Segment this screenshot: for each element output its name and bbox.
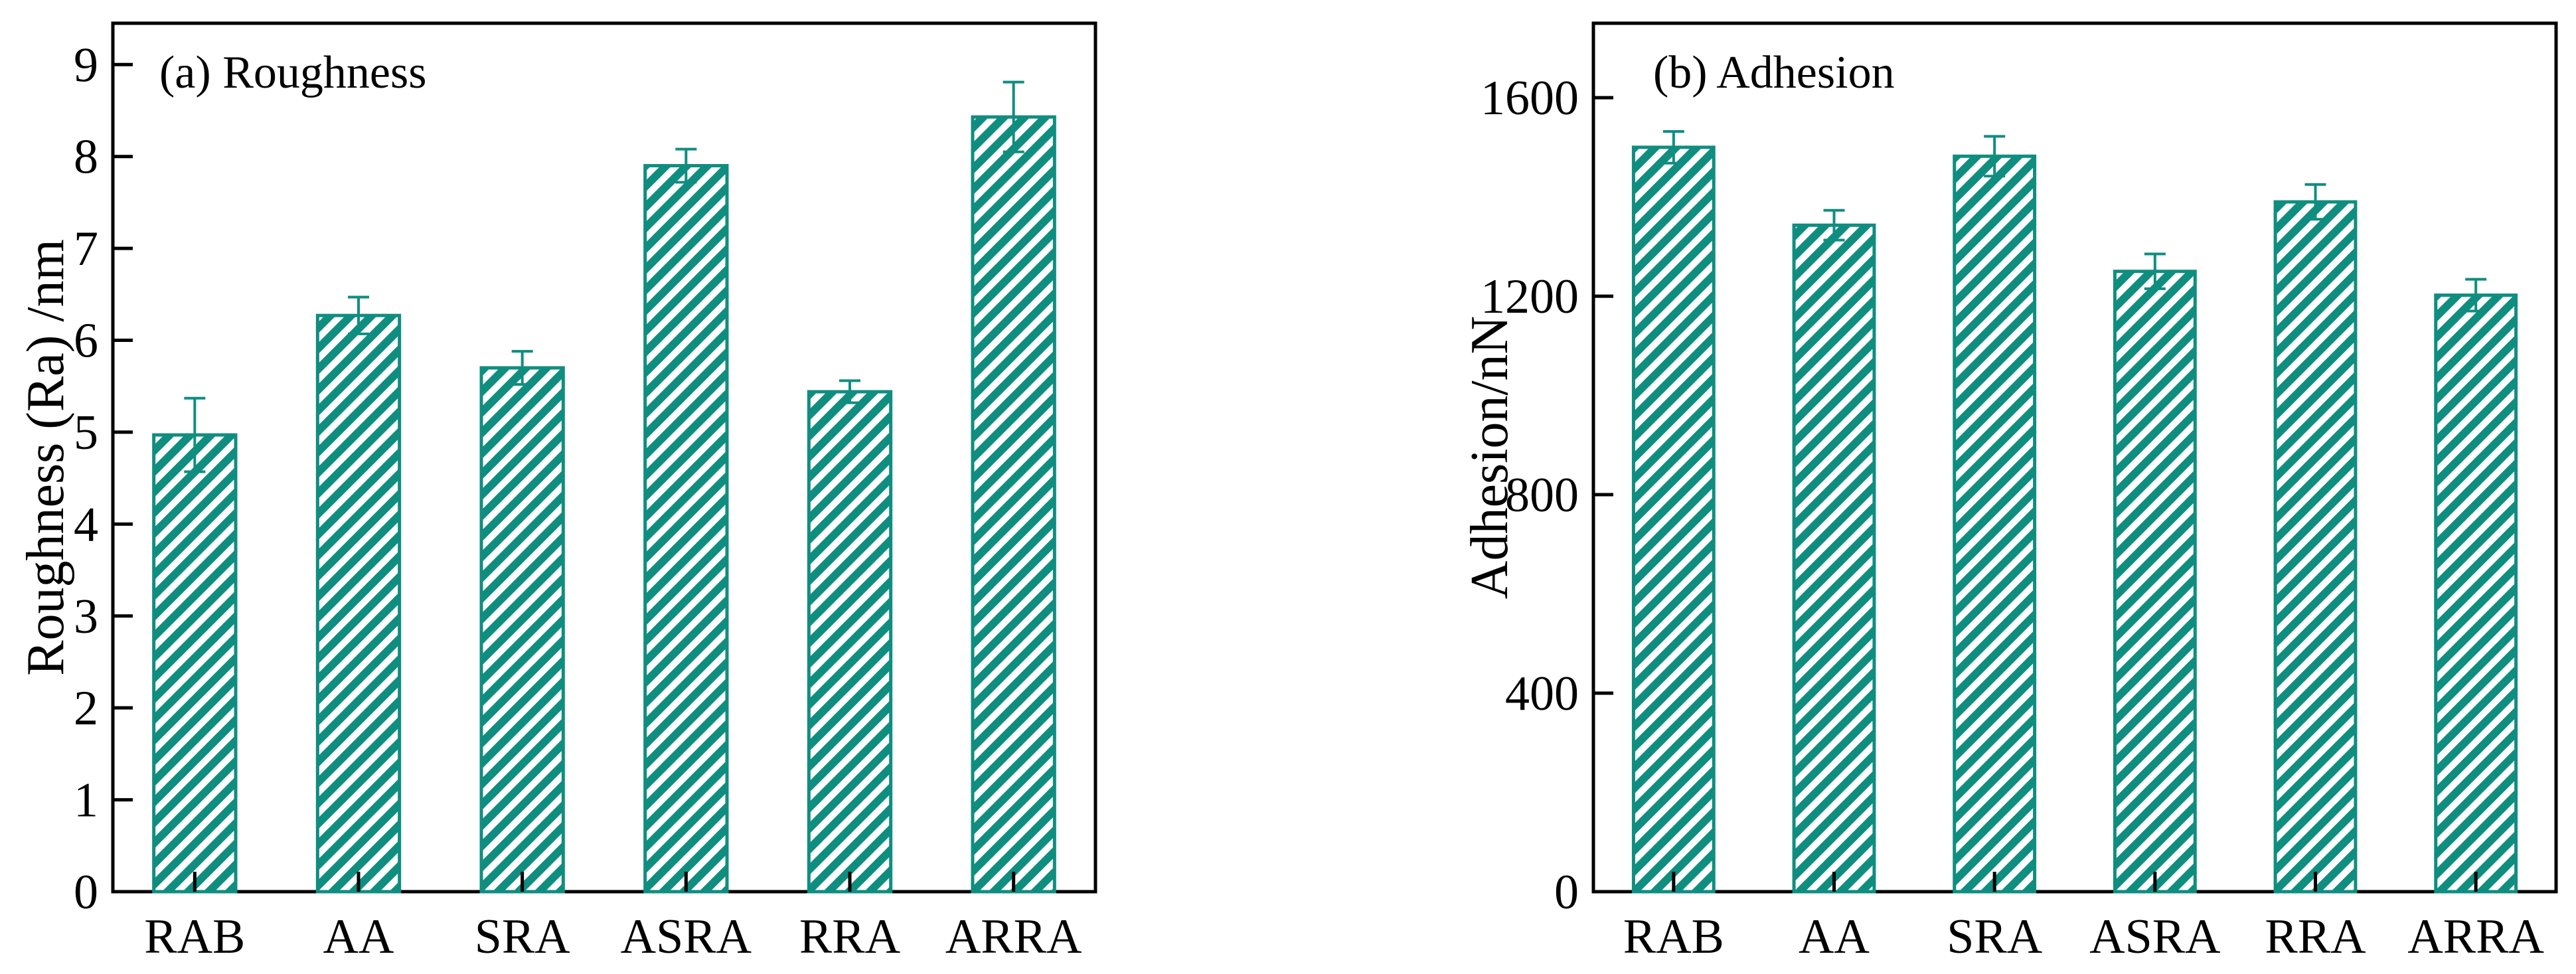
adhesion-y-tick-label: 400	[1505, 667, 1579, 721]
adhesion-y-tick-label: 0	[1554, 865, 1579, 920]
roughness-x-label-rra: RRA	[799, 910, 900, 964]
roughness-y-tick-label: 1	[74, 773, 98, 828]
adhesion-y-tick-label: 1600	[1481, 71, 1579, 125]
adhesion-x-label-arra: ARRA	[2407, 910, 2544, 964]
roughness-error-bar-aa	[348, 295, 369, 335]
adhesion-bar-aa	[1792, 223, 1876, 894]
adhesion-error-bar-rra	[2304, 183, 2326, 221]
adhesion-error-bar-rab	[1662, 129, 1684, 165]
roughness-y-tick-label: 2	[74, 681, 98, 736]
roughness-x-label-aa: AA	[323, 910, 394, 964]
roughness-error-bar-rab	[184, 396, 206, 473]
roughness-panel-title: (a) Roughness	[159, 47, 426, 98]
adhesion-panel-title: (b) Adhesion	[1653, 47, 1895, 98]
adhesion-bar-rra	[2273, 200, 2358, 894]
roughness-bar-asra	[643, 164, 729, 894]
roughness-y-tick-label: 7	[74, 222, 98, 276]
adhesion-panel: (b) Adhesion Adhesion/nN 0 400 800 1200 1600…	[1461, 21, 2558, 964]
roughness-bar-aa	[315, 313, 402, 894]
roughness-bar-sra	[479, 366, 565, 894]
roughness-y-axis-title: Roughness (Ra) /nm	[17, 239, 75, 676]
adhesion-bar-asra	[2113, 270, 2197, 894]
adhesion-x-label-rab: RAB	[1623, 910, 1724, 964]
roughness-error-bar-asra	[675, 147, 697, 184]
adhesion-bars	[1631, 129, 2518, 894]
adhesion-bar-arra	[2434, 293, 2518, 894]
adhesion-plot-frame	[1591, 21, 2558, 894]
adhesion-y-ticks: 0 400 800 1200 1600	[1481, 71, 1613, 920]
roughness-y-tick-label: 9	[74, 38, 98, 92]
adhesion-x-label-asra: ASRA	[2089, 910, 2220, 964]
adhesion-error-bar-sra	[1984, 135, 2006, 178]
roughness-y-tick-label: 3	[74, 590, 98, 644]
adhesion-y-tick-label: 800	[1505, 468, 1579, 523]
adhesion-error-bar-aa	[1823, 208, 1845, 242]
roughness-error-bar-rra	[839, 379, 860, 404]
adhesion-x-labels: RAB AA SRA ASRA RRA ARRA	[1623, 872, 2544, 964]
roughness-bar-arra	[971, 115, 1056, 894]
adhesion-y-axis-title: Adhesion/nN	[1461, 316, 1519, 600]
roughness-plot-frame	[111, 21, 1097, 894]
roughness-y-tick-label: 0	[74, 865, 98, 920]
adhesion-x-label-sra: SRA	[1947, 910, 2042, 964]
roughness-y-tick-label: 4	[74, 497, 98, 552]
roughness-bar-rab	[152, 433, 238, 894]
roughness-y-tick-label: 8	[74, 130, 98, 185]
adhesion-bar-rab	[1631, 145, 1716, 894]
adhesion-error-bar-asra	[2144, 252, 2166, 290]
adhesion-bar-sra	[1953, 154, 2037, 894]
roughness-x-label-rab: RAB	[144, 910, 245, 964]
roughness-panel: (a) Roughness Roughness (Ra) /nm 0 1 2 3 4 5 6…	[17, 21, 1097, 964]
roughness-bar-rra	[807, 390, 893, 894]
roughness-y-ticks: 0 1 2 3 4 5 6 7 8 9	[74, 38, 133, 920]
adhesion-y-tick-label: 1200	[1481, 270, 1579, 324]
adhesion-error-bar-arra	[2465, 278, 2487, 313]
roughness-x-label-asra: ASRA	[621, 910, 752, 964]
adhesion-x-label-rra: RRA	[2265, 910, 2366, 964]
roughness-x-label-sra: SRA	[475, 910, 570, 964]
roughness-error-bar-sra	[511, 350, 533, 386]
roughness-error-bar-arra	[1003, 80, 1024, 153]
roughness-bars	[152, 80, 1056, 894]
roughness-y-tick-label: 5	[74, 406, 98, 460]
adhesion-x-label-aa: AA	[1799, 910, 1870, 964]
roughness-x-labels: RAB AA SRA ASRA RRA ARRA	[144, 872, 1082, 964]
roughness-y-tick-label: 6	[74, 314, 98, 368]
roughness-x-label-arra: ARRA	[945, 910, 1082, 964]
